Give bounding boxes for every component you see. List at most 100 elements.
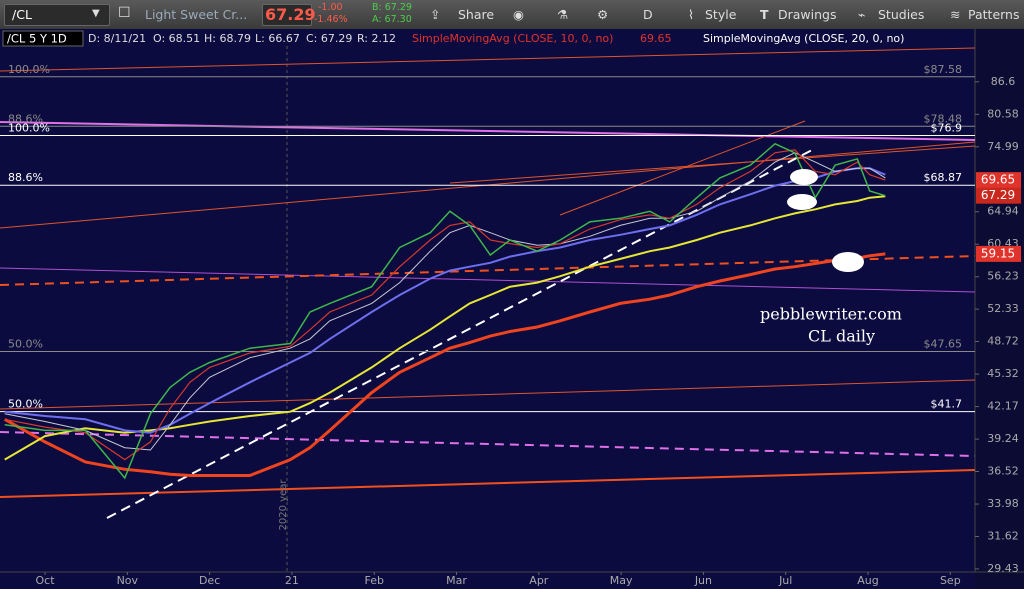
annotation: pebblewriter.com (760, 305, 902, 324)
symbol[interactable]: /CL (12, 7, 32, 22)
description: Light Sweet Cr... (145, 7, 248, 22)
bid: B: 67.29 (372, 2, 412, 13)
series-line (4, 167, 886, 434)
price-badge-label: 69.65 (981, 173, 1015, 187)
icon[interactable]: ⚗ (557, 7, 569, 22)
patterns-icon[interactable]: ≋ (950, 7, 961, 22)
price-badge (976, 172, 1021, 189)
y-tick-label: 45.32 (987, 367, 1019, 380)
period-button[interactable]: D (643, 7, 653, 22)
trend-line (0, 431, 976, 457)
header-low: L: 66.67 (255, 32, 300, 45)
header-box (2, 30, 84, 47)
price-badge (976, 187, 1021, 204)
legend-sma10: SimpleMovingAvg (CLOSE, 10, 0, no) (412, 32, 613, 45)
highlights (787, 169, 864, 272)
toolbar: /CL ▼ ☐ Light Sweet Cr... 67.29 -1.00 -1… (0, 0, 1024, 30)
trend-line (0, 121, 976, 141)
level-label: 88.6% (8, 112, 43, 125)
series-line (4, 142, 886, 480)
x-tick-label: Jul (778, 574, 792, 587)
last-box (262, 4, 312, 26)
symbol-box[interactable] (4, 4, 110, 26)
level-value-label: $76.9 (931, 121, 963, 134)
y-tick-label: 31.62 (987, 530, 1019, 543)
series-line (4, 152, 886, 451)
level-value-label: $47.65 (924, 337, 963, 350)
highlight-ellipse (832, 252, 864, 272)
header-range: R: 2.12 (357, 32, 396, 45)
level-label: 88.6% (8, 171, 43, 184)
x-tick-label: Jun (694, 574, 712, 587)
price-badge-label: 59.15 (981, 246, 1015, 260)
level-value-label: $41.7 (931, 398, 963, 411)
annotation: CL daily (808, 327, 875, 346)
header-open: O: 68.51 (153, 32, 200, 45)
icon[interactable]: ☐ (118, 5, 131, 21)
highlight-ellipse (787, 194, 817, 210)
chart: /CL 5 Y 1D D: 8/11/21 O: 68.51 H: 68.79 … (0, 29, 1024, 589)
series-line (3, 252, 886, 477)
studies-button[interactable]: Studies (878, 7, 925, 22)
x-tick-label: Oct (36, 574, 56, 587)
x-tick-label: Sep (940, 574, 961, 587)
drawings-button[interactable]: Drawings (778, 7, 837, 22)
dropdown-arrow[interactable]: ▼ (92, 8, 100, 19)
series-line (4, 195, 886, 461)
x-tick-label: Mar (446, 574, 467, 587)
style-icon[interactable]: ⌇ (688, 7, 695, 22)
y-tick-label: 52.33 (987, 302, 1019, 315)
trend-line (559, 120, 806, 216)
price-axis (975, 29, 1024, 589)
icon[interactable]: ◉ (513, 7, 524, 22)
share-button[interactable]: Share (458, 7, 495, 22)
x-tick-label: 21 (285, 574, 299, 587)
x-tick-label: May (610, 574, 633, 587)
x-tick-label: Apr (529, 574, 549, 587)
drawings-icon[interactable]: T (760, 7, 769, 22)
price-badge-label: 67.29 (981, 188, 1015, 202)
level-label: 100.0% (8, 121, 50, 134)
trend-line (0, 255, 976, 286)
y-tick-label: 42.17 (987, 400, 1019, 413)
series-line (4, 149, 886, 461)
x-tick-label: Aug (857, 574, 878, 587)
legend-sma10-value: 69.65 (640, 32, 672, 45)
y-tick-label: 56.23 (987, 270, 1019, 283)
y-tick-label: 48.72 (987, 334, 1019, 347)
trend-line (0, 267, 976, 293)
trend-line (449, 145, 976, 184)
last-price: 67.29 (265, 5, 316, 24)
y-tick-label: 80.58 (987, 107, 1019, 120)
x-tick-label: Nov (117, 574, 139, 587)
header-symbol: /CL 5 Y 1D (7, 32, 67, 46)
ask: A: 67.30 (372, 14, 412, 25)
x-tick-label: Dec (199, 574, 220, 587)
header-date: D: 8/11/21 (88, 32, 146, 45)
settings-icon[interactable]: ⚙ (597, 7, 609, 22)
patterns-button[interactable]: Patterns (968, 7, 1020, 22)
change: -1.00 (318, 2, 343, 13)
chart-background (0, 29, 1024, 589)
trend-line (0, 47, 976, 72)
share-icon[interactable]: ⇪ (430, 7, 441, 22)
trend-line (0, 469, 976, 498)
change-pct: -1.46% (314, 14, 348, 25)
level-value-label: $87.58 (924, 63, 963, 76)
drawings (0, 47, 976, 519)
price-badge (976, 245, 1021, 262)
y-tick-label: 64.94 (987, 205, 1019, 218)
trend-line (0, 379, 976, 410)
level-value-label: $78.48 (924, 112, 963, 125)
y-tick-label: 86.6 (991, 75, 1016, 88)
x-tick-label: Feb (364, 574, 383, 587)
header-close: C: 67.29 (306, 32, 352, 45)
level-label: 50.0% (8, 337, 43, 350)
studies-icon[interactable]: ⌁ (858, 7, 866, 22)
trend-line (106, 149, 813, 519)
highlight-ellipse (790, 169, 818, 185)
style-button[interactable]: Style (705, 7, 737, 22)
plot (0, 76, 975, 480)
level-label: 50.0% (8, 398, 43, 411)
